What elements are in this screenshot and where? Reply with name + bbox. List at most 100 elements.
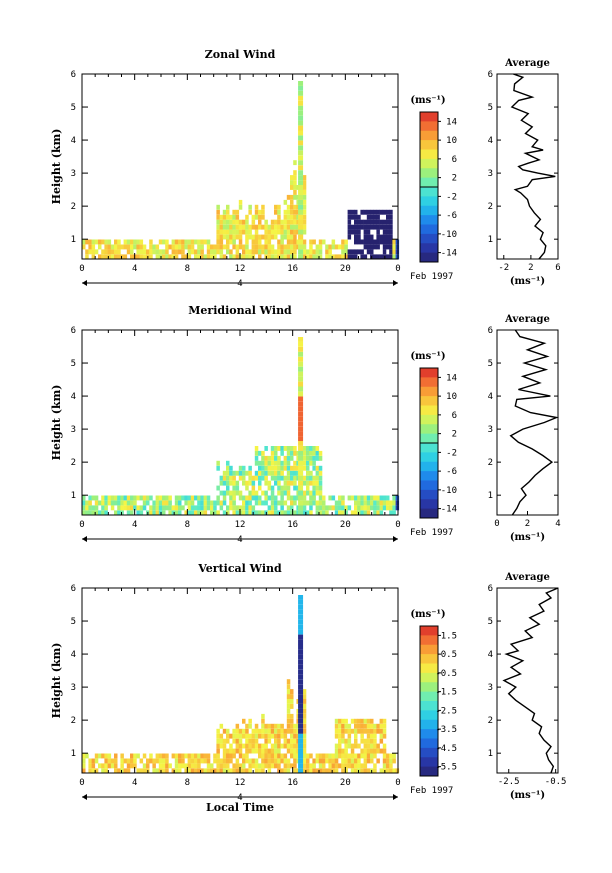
heatmap-cell xyxy=(110,505,115,511)
heatmap-cell xyxy=(229,500,233,506)
heatmap-cell xyxy=(354,510,358,516)
heatmap-cell xyxy=(373,209,377,215)
heatmap-cell xyxy=(114,244,118,250)
heatmap-cell xyxy=(222,495,227,501)
heatmap-cell xyxy=(104,768,108,774)
heatmap-cell xyxy=(216,214,220,220)
heatmap-cell xyxy=(91,495,96,501)
heatmap-cell xyxy=(363,234,368,240)
heatmap-cell xyxy=(254,204,259,210)
heatmap-cell xyxy=(302,763,307,769)
heatmap-cell xyxy=(350,718,355,724)
heatmap-cell xyxy=(267,244,272,250)
colorbar-tick-label: 14 xyxy=(446,117,457,127)
heatmap-cell xyxy=(162,505,166,511)
heatmap-cell xyxy=(98,244,102,250)
colorbar-tick-label: 2 xyxy=(452,174,457,184)
heatmap-cell xyxy=(130,510,134,516)
heatmap-cell xyxy=(114,753,118,759)
heatmap-cell xyxy=(277,728,281,734)
heatmap-cell xyxy=(158,753,163,759)
heatmap-cell xyxy=(248,768,252,774)
heatmap-cell xyxy=(238,490,243,496)
heatmap-cell xyxy=(290,689,294,694)
heatmap-cell xyxy=(274,450,278,456)
heatmap-cell xyxy=(101,763,105,769)
heatmap-cell xyxy=(286,689,291,694)
heatmap-cell xyxy=(190,244,195,250)
colorbar-tick-label: -6 xyxy=(446,211,457,221)
heatmap-cell xyxy=(206,249,211,255)
heatmap-cell xyxy=(194,249,198,255)
heatmap-cell xyxy=(178,510,182,516)
heatmap-cell xyxy=(91,249,96,255)
heatmap-cell xyxy=(277,229,281,235)
heatmap-cell xyxy=(91,510,96,516)
heatmap-cell xyxy=(373,495,377,501)
plume-cell xyxy=(298,239,304,245)
heatmap-cell xyxy=(331,758,336,764)
heatmap-cell xyxy=(264,500,268,506)
average-frame xyxy=(496,329,559,516)
colorbar-swatch xyxy=(420,433,438,444)
heatmap-cell xyxy=(242,510,246,516)
heatmap-cell xyxy=(251,733,256,739)
heatmap-cell xyxy=(293,485,297,491)
heatmap-cell xyxy=(267,753,272,759)
heatmap-cell xyxy=(155,505,160,511)
plume-cell xyxy=(298,426,304,432)
heatmap-cell xyxy=(229,768,233,774)
heatmap-cell xyxy=(360,500,364,506)
heatmap-cell xyxy=(126,495,131,501)
heatmap-cell xyxy=(306,249,310,255)
heatmap-cell xyxy=(360,495,364,501)
heatmap-cell xyxy=(133,244,137,250)
heatmap-cell xyxy=(242,475,246,481)
heatmap-cell xyxy=(302,249,307,255)
x-tick-label: 20 xyxy=(340,520,351,530)
heatmap-cell xyxy=(226,209,230,215)
heatmap-cell xyxy=(315,450,320,456)
heatmap-cell xyxy=(389,249,393,255)
heatmap-cell xyxy=(85,254,89,260)
heatmap-cell xyxy=(283,465,288,471)
heatmap-cell xyxy=(254,209,259,215)
heatmap-cell xyxy=(315,244,320,250)
heatmap-cell xyxy=(261,743,265,749)
heatmap-cell xyxy=(290,718,294,724)
heatmap-cell xyxy=(126,239,131,245)
y-tick-label: 2 xyxy=(71,458,76,468)
heatmap-cell xyxy=(261,455,265,461)
heatmap-cell xyxy=(280,510,284,516)
heatmap-cell xyxy=(379,728,384,734)
colorbar-swatch xyxy=(420,243,438,254)
heatmap-cell xyxy=(344,723,348,729)
heatmap-cell xyxy=(331,768,336,774)
heatmap-cell xyxy=(338,748,342,754)
heatmap-cell xyxy=(293,733,297,739)
heatmap-cell xyxy=(370,219,374,225)
heatmap-cell xyxy=(88,239,92,245)
heatmap-cell xyxy=(229,249,233,255)
heatmap-cell xyxy=(360,763,364,769)
heatmap-cell xyxy=(248,733,252,739)
heatmap-cell xyxy=(286,713,291,719)
heatmap-cell xyxy=(283,738,288,744)
heatmap-cell xyxy=(347,753,352,759)
heatmap-cell xyxy=(360,510,364,516)
heatmap-cell xyxy=(280,460,284,466)
heatmap-cell xyxy=(219,249,224,255)
heatmap-cell xyxy=(280,239,284,245)
heatmap-cell xyxy=(238,475,243,481)
heatmap-cell xyxy=(104,254,108,260)
heatmap-cell xyxy=(386,219,390,225)
heatmap-cell xyxy=(216,204,220,210)
heatmap-cell xyxy=(187,254,192,260)
plume-cell xyxy=(298,190,304,195)
heatmap-cell xyxy=(158,249,163,255)
heatmap-cell xyxy=(370,753,374,759)
heatmap-cell xyxy=(363,748,368,754)
heatmap-cell xyxy=(155,510,160,516)
heatmap-cell xyxy=(187,510,192,516)
heatmap-cell xyxy=(350,748,355,754)
